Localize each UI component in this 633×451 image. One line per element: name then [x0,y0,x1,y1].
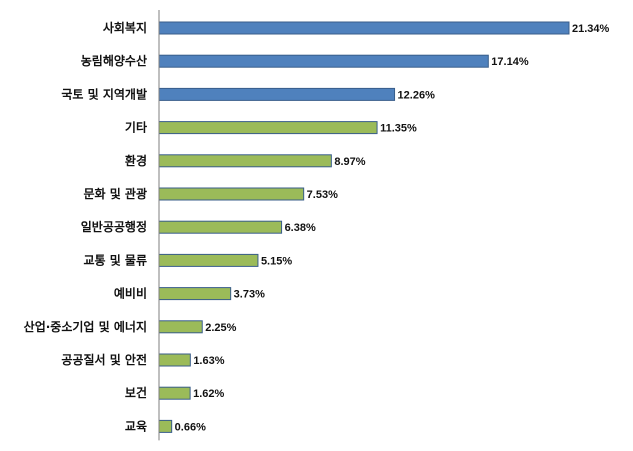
value-label-11: 1.62% [193,388,224,400]
value-label-3: 11.35% [380,123,417,135]
bar-9 [158,320,203,334]
bar-11 [158,386,191,400]
value-label-4: 8.97% [334,156,365,168]
bar-2 [158,87,396,101]
value-label-12: 0.66% [175,421,206,433]
category-label-1: 농림해양수산 [81,53,147,68]
value-label-1: 17.14% [491,56,529,68]
bar-4 [158,154,332,168]
bar-12 [158,419,173,433]
value-label-0: 21.34% [572,23,610,35]
value-label-10: 1.63% [193,355,224,367]
bar-3 [158,121,378,135]
value-label-9: 2.25% [205,322,236,334]
bar-6 [158,220,283,234]
category-label-11: 보건 [125,385,147,400]
category-label-6: 일반공공행정 [81,219,147,234]
bar-8 [158,287,232,301]
value-label-8: 3.73% [234,289,265,301]
value-label-5: 7.53% [307,189,338,201]
category-label-4: 환경 [125,153,147,168]
category-label-5: 문화 및 관광 [83,186,147,201]
bars-group [158,21,570,433]
labels-group: 사회복지 21.34% 농림해양수산 17.14% 국토 및 지역개발 12.26% 기타 1… [24,20,610,433]
value-label-6: 6.38% [285,222,316,234]
category-label-7: 교통 및 물류 [83,252,147,267]
category-label-2: 국토 및 지역개발 [61,86,147,101]
bar-5 [158,187,305,201]
category-label-8: 예비비 [114,286,147,301]
category-label-0: 사회복지 [103,20,147,35]
value-label-7: 5.15% [261,255,292,267]
category-label-12: 교육 [125,418,147,433]
category-label-9: 산업·중소기업 및 에너지 [24,319,147,334]
bar-1 [158,54,489,68]
bar-7 [158,253,259,267]
value-label-2: 12.26% [398,89,436,101]
category-label-10: 공공질서 및 안전 [61,352,147,367]
bar-10 [158,353,191,367]
bar-0 [158,21,570,35]
category-label-3: 기타 [125,120,147,135]
